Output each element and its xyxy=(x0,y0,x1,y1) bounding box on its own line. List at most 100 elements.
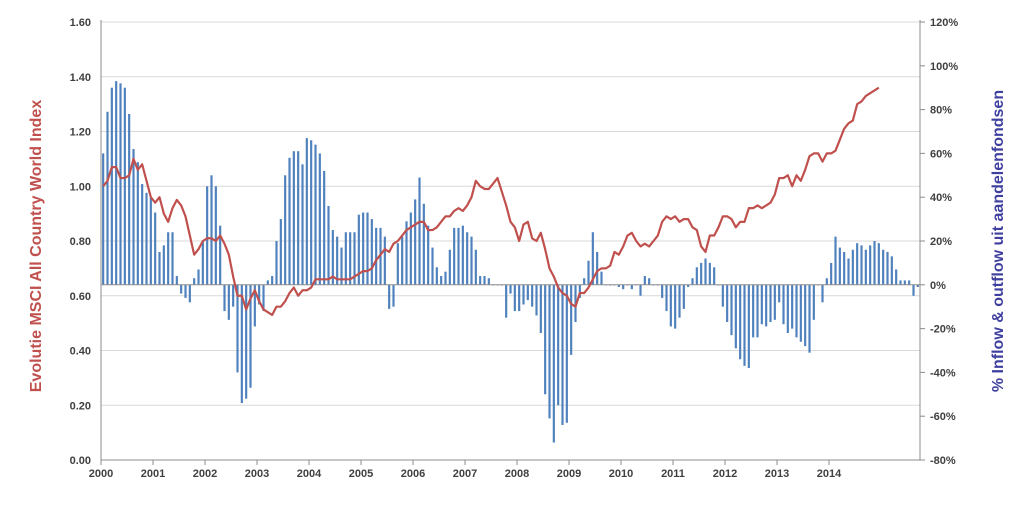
flow-bar xyxy=(214,186,217,285)
flow-bar xyxy=(704,258,707,285)
flow-bar xyxy=(825,278,828,285)
flow-bar xyxy=(258,284,261,305)
flow-bar xyxy=(336,236,339,285)
flow-bar xyxy=(721,284,724,307)
x-tick-label: 2012 xyxy=(713,468,737,480)
flow-bar xyxy=(474,249,477,285)
flow-bar xyxy=(396,243,399,285)
flow-bar xyxy=(877,243,880,285)
flow-bar xyxy=(812,284,815,320)
flow-bar xyxy=(539,284,542,333)
flow-bar xyxy=(227,284,230,320)
x-axis-ticks: 2000 2001 2002 2003 2004 2005 2006 2007 2008 2009… xyxy=(89,460,842,480)
x-tick-label: 2002 xyxy=(193,468,217,480)
flow-bar xyxy=(197,269,200,285)
flow-bar xyxy=(223,284,226,312)
flow-bar xyxy=(253,284,256,327)
flow-bar xyxy=(821,284,824,303)
flow-bar xyxy=(583,278,586,285)
flow-bar xyxy=(331,230,334,285)
flow-bar xyxy=(353,232,356,285)
flow-bar xyxy=(240,284,243,404)
flow-bar xyxy=(119,83,122,285)
flow-bar xyxy=(154,212,157,285)
flow-bar xyxy=(799,284,802,342)
flow-bar xyxy=(518,284,521,312)
flow-bar xyxy=(548,284,551,419)
flow-bar xyxy=(184,284,187,298)
flow-bar xyxy=(860,245,863,285)
flow-bar xyxy=(700,262,703,285)
right-tick-label: 0% xyxy=(930,280,946,292)
flow-bar xyxy=(851,249,854,285)
flow-bar xyxy=(834,236,837,285)
x-tick-label: 2007 xyxy=(453,468,477,480)
flow-bar xyxy=(479,276,482,285)
flow-bar xyxy=(483,276,486,285)
flow-bar xyxy=(370,219,373,285)
flow-bar xyxy=(795,284,798,338)
flow-bar xyxy=(687,284,690,287)
x-tick-label: 2014 xyxy=(817,468,842,480)
flow-bar xyxy=(778,284,781,303)
flow-bar xyxy=(708,262,711,285)
flow-bar xyxy=(734,284,737,349)
flow-bar xyxy=(123,87,126,285)
flow-bar xyxy=(847,258,850,285)
flow-bar xyxy=(756,284,759,338)
flow-bar xyxy=(873,241,876,285)
flow-bar xyxy=(279,219,282,285)
flow-bar xyxy=(899,280,902,285)
flow-bar xyxy=(557,284,560,406)
left-tick-label: 1.60 xyxy=(70,17,91,29)
flow-bar xyxy=(531,284,534,307)
x-tick-label: 2008 xyxy=(505,468,529,480)
flow-bar xyxy=(765,284,768,327)
x-tick-label: 2013 xyxy=(765,468,789,480)
flow-bar xyxy=(162,245,165,285)
flow-bar xyxy=(903,280,906,285)
flow-bar xyxy=(275,241,278,285)
x-tick-label: 2006 xyxy=(401,468,425,480)
flow-bar xyxy=(838,247,841,285)
flow-bar xyxy=(782,284,785,325)
flow-bar xyxy=(110,87,113,285)
flow-bar xyxy=(262,284,265,312)
flow-bar xyxy=(292,151,295,285)
flow-bar xyxy=(843,251,846,285)
right-tick-label: -60% xyxy=(930,411,956,423)
flow-bar xyxy=(513,284,516,312)
flow-bar xyxy=(158,251,161,285)
x-tick-label: 2003 xyxy=(245,468,269,480)
flow-bar xyxy=(444,271,447,285)
right-axis-title: % Inflow & outflow uit aandelenfondsen xyxy=(990,90,1007,392)
flow-bar xyxy=(752,284,755,338)
right-tick-label: 80% xyxy=(930,105,952,117)
flow-bar xyxy=(136,162,139,285)
flow-bar xyxy=(236,284,239,373)
flow-bar xyxy=(375,227,378,285)
axes xyxy=(100,20,921,461)
flow-bar xyxy=(804,284,807,347)
flow-bar xyxy=(596,251,599,285)
flow-bar xyxy=(318,153,321,285)
flow-bar xyxy=(149,197,152,285)
right-tick-label: -40% xyxy=(930,367,956,379)
flow-bar xyxy=(695,267,698,285)
flow-bar xyxy=(440,276,443,285)
flow-bar xyxy=(869,245,872,285)
flow-bar xyxy=(414,199,417,285)
left-tick-label: 1.20 xyxy=(70,127,91,139)
flow-bar xyxy=(448,249,451,285)
flow-bar xyxy=(678,284,681,318)
flow-bar xyxy=(362,212,365,285)
flow-bar xyxy=(310,140,313,285)
flow-bar xyxy=(622,284,625,290)
flow-bar xyxy=(565,284,568,423)
flow-bar xyxy=(587,260,590,285)
flow-bar xyxy=(886,251,889,285)
flow-bar xyxy=(864,249,867,285)
flow-bar xyxy=(648,278,651,285)
flow-bar xyxy=(743,284,746,366)
